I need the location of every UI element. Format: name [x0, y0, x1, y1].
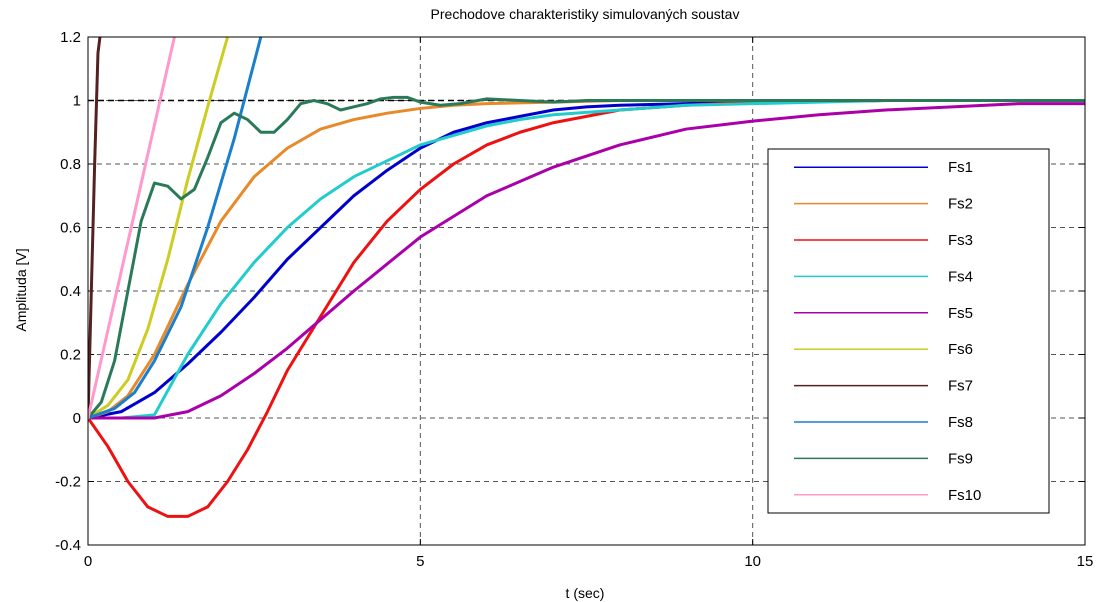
legend-label-fs10: Fs10: [948, 487, 981, 504]
x-tick-label: 10: [744, 553, 761, 570]
y-tick-label: 0.6: [60, 220, 81, 237]
legend-label-fs1: Fs1: [948, 159, 973, 176]
series-line-fs4: [88, 99, 1085, 420]
y-tick-label: 1.2: [60, 29, 81, 46]
series-line-fs6: [88, 37, 230, 420]
y-axis-label: Amplituda [V]: [13, 248, 29, 331]
legend-label-fs2: Fs2: [948, 196, 973, 213]
series-lines: [88, 37, 1085, 518]
legend: Fs1 Fs2 Fs3 Fs4 Fs5 Fs6 Fs7 Fs8 Fs9 Fs10: [767, 148, 1050, 514]
legend-label-fs4: Fs4: [948, 268, 973, 285]
axis-ticks: 0 5 10 15 -0.4 -0.2 0 0.2 0.4 0.6 0.8 1 1.2: [55, 29, 1093, 570]
legend-label-fs7: Fs7: [948, 378, 973, 395]
x-tick-label: 15: [1077, 553, 1094, 570]
y-tick-label: 0.8: [60, 156, 81, 173]
y-tick-label: 0.2: [60, 347, 81, 364]
legend-label-fs3: Fs3: [948, 232, 973, 249]
legend-label-fs8: Fs8: [948, 414, 973, 431]
axes-frame: [87, 36, 1086, 546]
y-tick-label: 0.4: [60, 283, 81, 300]
x-tick-label: 0: [84, 553, 92, 570]
series-line-fs10: [88, 37, 176, 420]
x-tick-label: 5: [416, 553, 424, 570]
series-line-fs5: [88, 102, 1085, 420]
series-line-fs7: [88, 37, 102, 420]
series-line-fs8: [88, 37, 263, 420]
legend-box: [767, 148, 1050, 514]
plot-clip: [88, 37, 1085, 518]
legend-label-fs5: Fs5: [948, 305, 973, 322]
legend-label-fs6: Fs6: [948, 341, 973, 358]
y-tick-label: -0.4: [55, 537, 81, 554]
series-line-fs9: [88, 95, 1085, 420]
y-tick-label: 1: [73, 93, 81, 110]
legend-label-fs9: Fs9: [948, 450, 973, 467]
chart-title: Prechodove charakteristiky simulovaných …: [431, 6, 740, 22]
y-tick-label: -0.2: [55, 474, 81, 491]
series-line-fs1: [88, 99, 1085, 420]
y-tick-label: 0: [73, 410, 81, 427]
x-axis-label: t (sec): [566, 585, 605, 601]
